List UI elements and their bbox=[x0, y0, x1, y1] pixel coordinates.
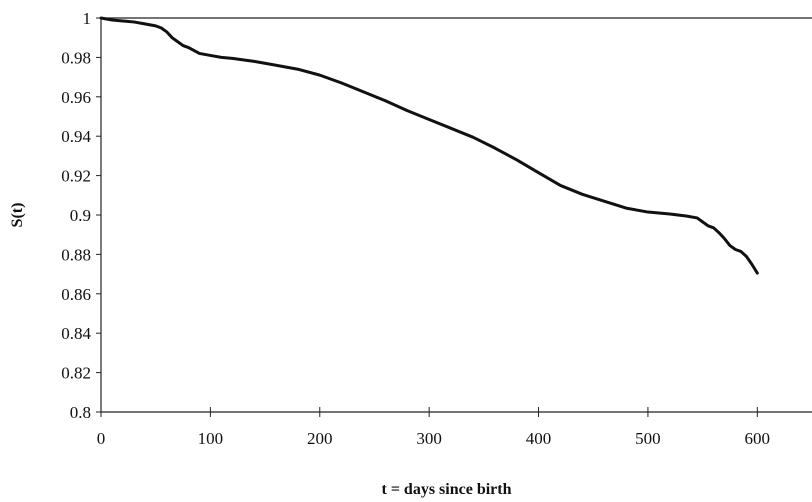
x-tick-label: 600 bbox=[745, 429, 771, 448]
y-tick-label: 0.9 bbox=[70, 206, 91, 225]
y-tick-label: 0.88 bbox=[61, 245, 91, 264]
y-ticks: 0.8 0.82 0.84 0.86 0.88 0.9 0.92 0.94 0.96 0.98 1 bbox=[61, 9, 101, 422]
y-tick-label: 0.94 bbox=[61, 127, 91, 146]
survival-curve bbox=[99, 16, 759, 275]
y-tick-label: 0.98 bbox=[61, 48, 91, 67]
x-tick-label: 0 bbox=[97, 429, 106, 448]
y-tick-label: 1 bbox=[83, 9, 92, 28]
x-tick-label: 100 bbox=[198, 429, 224, 448]
x-tick-label: 200 bbox=[307, 429, 333, 448]
series-layer bbox=[99, 16, 759, 275]
y-tick-label: 0.92 bbox=[61, 167, 91, 186]
x-tick-label: 300 bbox=[416, 429, 442, 448]
y-tick-label: 0.82 bbox=[61, 364, 91, 383]
x-tick-label: 500 bbox=[635, 429, 661, 448]
y-tick-label: 0.84 bbox=[61, 324, 91, 343]
x-axis-title: t = days since birth bbox=[381, 481, 511, 498]
y-tick-label: 0.96 bbox=[61, 88, 91, 107]
x-axis bbox=[101, 17, 812, 413]
x-tick-label: 400 bbox=[526, 429, 552, 448]
y-tick-label: 0.86 bbox=[61, 285, 91, 304]
y-tick-label: 0.8 bbox=[70, 403, 91, 422]
x-ticks: 0 100 200 300 400 500 600 bbox=[97, 407, 770, 448]
y-axis-title: S(t) bbox=[9, 203, 26, 228]
